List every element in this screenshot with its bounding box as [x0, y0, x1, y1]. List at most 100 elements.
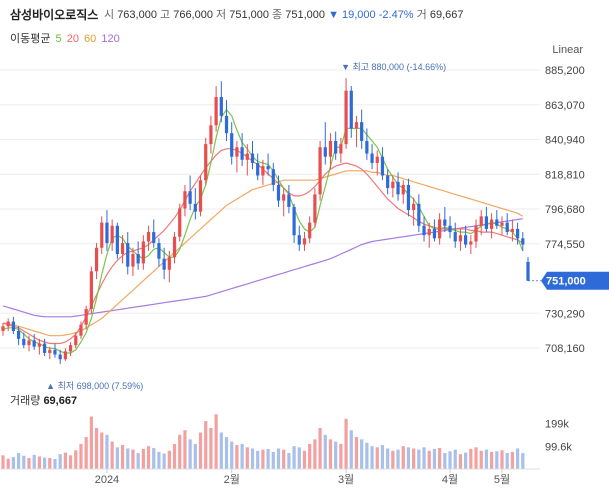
candle [370, 144, 374, 170]
price-axis-tick: 730,290 [545, 308, 585, 320]
volume-bar [198, 432, 203, 469]
candle [344, 78, 348, 149]
candle-body [505, 222, 509, 233]
candle [68, 341, 73, 357]
volume-bar [510, 451, 515, 469]
moving-average-legend[interactable]: 이동평균 5 20 60 120 [10, 30, 122, 46]
volume-bar [370, 446, 374, 469]
volume-bar [1, 455, 5, 469]
candle-body [152, 232, 156, 244]
candle [479, 210, 483, 236]
low-value: 751,000 [229, 9, 269, 21]
candle [224, 100, 229, 141]
candle [27, 335, 31, 352]
volume-bar [412, 448, 416, 469]
candle-body [474, 225, 478, 242]
high-value: 766,000 [173, 9, 213, 21]
candle-body [105, 222, 109, 244]
volume-bar [146, 446, 151, 469]
volume-bar [334, 441, 338, 469]
volume-bar [479, 450, 483, 469]
min-price-annotation: ▲ 최저 698,000 (7.59%) [46, 381, 143, 391]
candle [323, 122, 327, 165]
ma120-label: 120 [101, 33, 120, 45]
candle [484, 206, 489, 233]
candle-body [443, 219, 447, 226]
candle-body [261, 166, 265, 176]
candle [188, 175, 192, 211]
candle-body [521, 238, 525, 245]
candle [386, 169, 390, 195]
volume-bar [422, 447, 426, 469]
candle [11, 316, 16, 335]
candle-body [458, 235, 463, 242]
volume-bar [58, 454, 62, 469]
candle [245, 144, 249, 176]
volume-bar [79, 443, 83, 469]
candle [417, 194, 421, 233]
candle-body [453, 232, 457, 242]
candle [157, 238, 161, 267]
candle [375, 150, 379, 176]
candle-body [313, 194, 317, 223]
candle-body [360, 122, 364, 141]
candle [22, 332, 26, 349]
candle-body [188, 191, 192, 204]
candle-body [250, 153, 255, 163]
candle-body [89, 271, 93, 309]
volume-bar [68, 455, 73, 469]
candle-body [339, 144, 343, 154]
change-value: 19,000 [342, 9, 376, 21]
volume-bar [302, 450, 307, 469]
candle-body [16, 330, 21, 339]
volume-bar [349, 430, 353, 469]
candle [136, 241, 140, 270]
volume-bar [458, 454, 463, 469]
candle-body [22, 338, 26, 346]
price-axis-tick: 885,200 [545, 65, 585, 77]
candle [1, 323, 5, 336]
candle-body [183, 191, 187, 209]
candle [84, 305, 88, 330]
candle [313, 188, 317, 228]
candle [292, 203, 296, 244]
candle-body [79, 324, 83, 336]
candle-body [126, 243, 130, 267]
candle [432, 219, 437, 242]
candle-body [276, 184, 281, 201]
candle [448, 216, 452, 239]
candle [110, 219, 114, 251]
volume-axis-tick: 99.6k [545, 441, 572, 453]
volume-bar [313, 439, 317, 469]
candle-body [37, 343, 41, 347]
candle [32, 334, 36, 350]
candle-body [370, 153, 374, 163]
candle [302, 232, 307, 251]
volume-bar [141, 448, 145, 469]
candle-body [510, 228, 515, 233]
candle [276, 175, 281, 207]
current-price-tag [541, 271, 609, 290]
volume-bar [188, 439, 192, 469]
volume-bar [89, 416, 93, 469]
candle [427, 222, 431, 248]
volume-bar [167, 450, 171, 469]
volume-bar [282, 449, 286, 469]
volume-bar [396, 449, 400, 469]
volume-bar [339, 443, 343, 469]
candle [505, 213, 509, 236]
volume-bar [183, 430, 187, 469]
volume-bar [178, 434, 182, 469]
volume-bar [484, 449, 489, 469]
candle [396, 172, 400, 201]
ma-legend-title: 이동평균 [10, 33, 51, 45]
candle-body [136, 254, 140, 264]
candle [354, 115, 359, 148]
volume-bar [16, 453, 21, 469]
candle-body [157, 243, 161, 259]
volume-bar [365, 442, 369, 469]
scale-toggle-button[interactable]: Linear [552, 44, 583, 56]
candle [469, 235, 473, 255]
volume-bar [432, 448, 437, 469]
